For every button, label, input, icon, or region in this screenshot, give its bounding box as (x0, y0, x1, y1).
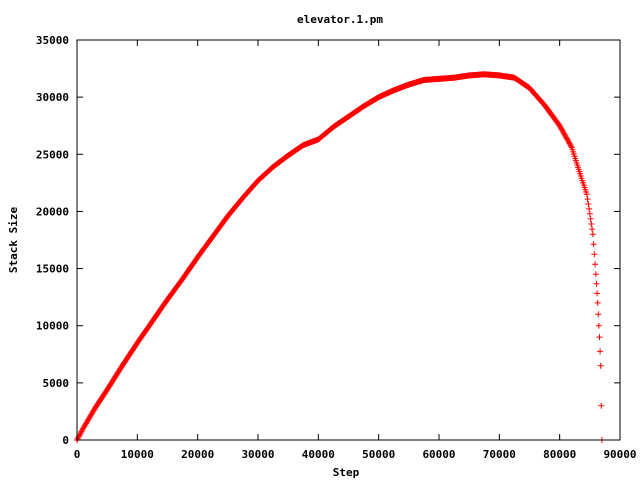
data-point (557, 123, 564, 130)
y-tick-label: 10000 (36, 320, 69, 333)
data-point (563, 135, 570, 142)
data-point (586, 205, 593, 212)
data-point (583, 191, 590, 198)
data-point (597, 348, 604, 355)
data-point (559, 127, 566, 134)
data-point (588, 221, 595, 227)
data-point (587, 215, 594, 222)
x-tick-label: 70000 (483, 448, 516, 461)
x-tick-label: 50000 (362, 448, 395, 461)
y-tick-label: 5000 (43, 377, 70, 390)
chart-title: elevator.1.pm (297, 13, 383, 26)
data-point (592, 261, 599, 268)
data-point (591, 251, 598, 258)
x-tick-label: 30000 (241, 448, 274, 461)
y-tick-label: 25000 (36, 148, 69, 161)
x-axis-label: Step (333, 466, 360, 479)
data-point (596, 334, 603, 341)
data-point (560, 129, 567, 136)
x-tick-label: 0 (74, 448, 81, 461)
data-point (568, 143, 575, 150)
data-point (560, 130, 567, 137)
data-point (558, 126, 565, 133)
x-tick-label: 80000 (543, 448, 576, 461)
plot-frame (76, 39, 621, 441)
data-point (556, 122, 563, 129)
y-tick-label: 35000 (36, 34, 69, 47)
data-point (594, 299, 601, 306)
data-point (564, 136, 571, 143)
y-tick-label: 30000 (36, 91, 69, 104)
data-point (565, 139, 572, 146)
data-point (566, 140, 573, 147)
series-points (74, 71, 605, 443)
data-point (586, 210, 593, 217)
x-tick-label: 20000 (181, 448, 214, 461)
data-point (594, 290, 601, 297)
data-point (567, 141, 574, 148)
y-tick-label: 15000 (36, 263, 69, 276)
data-point (595, 322, 602, 329)
data-point (598, 402, 605, 409)
data-point (562, 132, 569, 139)
data-point (563, 134, 570, 141)
tick-label-group: 0 10000 20000 30000 40000 50000 60000 70000 8000… (36, 34, 637, 461)
data-point (558, 125, 565, 132)
y-tick-label: 0 (62, 434, 69, 447)
data-point (561, 131, 568, 138)
data-point (590, 241, 597, 248)
y-tick-label: 20000 (36, 205, 69, 218)
y-axis-label: Stack Size (7, 207, 20, 274)
x-tick-label: 90000 (603, 448, 636, 461)
data-point (597, 362, 604, 369)
data-point (589, 231, 596, 238)
x-tick-label: 60000 (422, 448, 455, 461)
x-tick-label: 10000 (121, 448, 154, 461)
data-point (593, 280, 600, 287)
data-point (595, 311, 602, 318)
data-point (589, 226, 596, 233)
data-point (585, 201, 592, 207)
data-point (584, 196, 591, 203)
data-point (565, 138, 572, 145)
x-tick-label: 40000 (302, 448, 335, 461)
data-point (592, 271, 599, 278)
